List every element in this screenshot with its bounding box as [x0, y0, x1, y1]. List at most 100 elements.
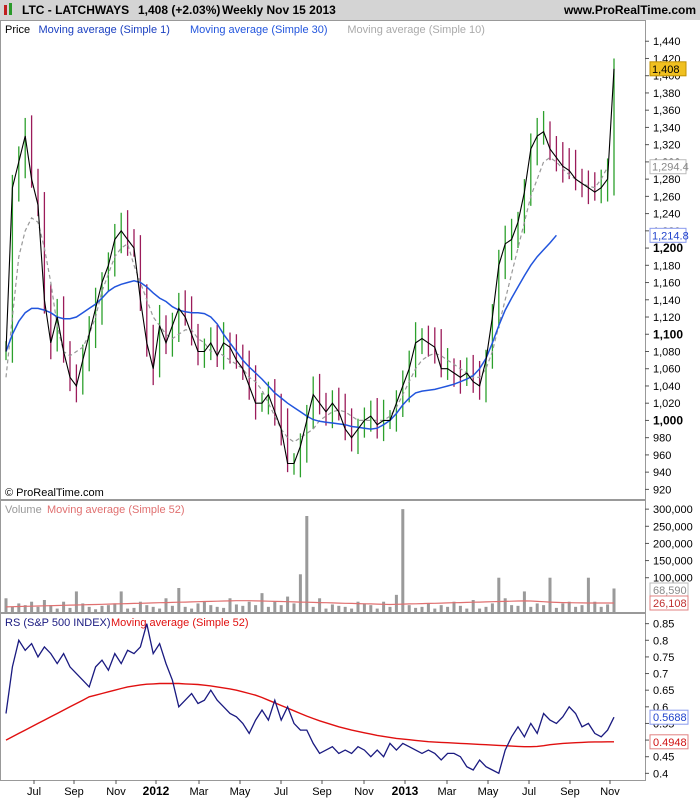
- volume-bar: [554, 607, 558, 612]
- price-tick-label: 960: [653, 450, 671, 462]
- volume-bar: [452, 601, 456, 612]
- volume-bar: [222, 607, 226, 612]
- volume-bar: [529, 606, 533, 612]
- volume-bar: [190, 608, 194, 612]
- volume-bar: [241, 605, 245, 612]
- volume-bar: [356, 601, 360, 612]
- rs-legend-item: RS (S&P 500 INDEX): [5, 617, 111, 629]
- volume-bar: [273, 601, 277, 612]
- header-symbol: LTC - LATCHWAYS: [22, 3, 129, 17]
- x-tick-label: 2013: [392, 784, 419, 798]
- volume-bar: [586, 577, 590, 612]
- volume-panel: Volume Moving average (Simple 52) 300,000…: [0, 500, 693, 613]
- volume-bar: [119, 591, 123, 612]
- rs-ma-line: [5, 682, 614, 748]
- volume-bar: [36, 606, 40, 612]
- volume-bar: [478, 608, 482, 612]
- volume-bar: [17, 603, 21, 612]
- volume-bar: [465, 608, 469, 612]
- volume-bar: [113, 603, 117, 612]
- volume-ma-badge: 26,108: [653, 598, 687, 610]
- volume-bar: [599, 606, 603, 612]
- volume-bar: [407, 605, 411, 612]
- volume-bar: [433, 608, 437, 612]
- price-tick-label: 1,360: [653, 105, 681, 117]
- volume-bar: [350, 608, 354, 612]
- x-tick-label: Jul: [274, 786, 288, 798]
- volume-bar: [132, 607, 136, 612]
- volume-tick-label: 150,000: [653, 556, 693, 568]
- volume-bar: [145, 605, 149, 612]
- volume-bar: [369, 605, 373, 612]
- volume-bar: [330, 604, 334, 612]
- volume-bar: [497, 577, 501, 612]
- ma10-line: [5, 156, 609, 443]
- volume-bar: [401, 509, 405, 612]
- volume-bar: [490, 603, 494, 612]
- header-bar: [0, 0, 700, 20]
- header-period: Weekly Nov 15 2013: [222, 3, 336, 17]
- rs-line: [5, 623, 615, 775]
- volume-ma-badge-bg: [649, 595, 689, 611]
- volume-bar: [567, 601, 571, 612]
- volume-bar: [503, 598, 507, 612]
- volume-bar: [254, 605, 258, 612]
- price-tick-label: 1,260: [653, 191, 681, 203]
- close-line: [5, 68, 615, 465]
- volume-bar: [298, 574, 302, 612]
- volume-bar: [215, 606, 219, 612]
- volume-bar: [471, 600, 475, 612]
- volume-bar: [484, 606, 488, 612]
- x-tick-label: Mar: [438, 786, 457, 798]
- volume-bar: [593, 601, 597, 612]
- price-legend-item: Moving average (Simple 1): [39, 24, 170, 36]
- volume-bar: [94, 609, 98, 612]
- volume-bar: [202, 601, 206, 612]
- price-tick-label: 1,080: [653, 346, 681, 358]
- volume-bar: [260, 593, 264, 612]
- price-panel: Price Moving average (Simple 1) Moving ave…: [0, 20, 689, 500]
- volume-bar: [612, 588, 616, 612]
- rs-tick-label: 0.65: [653, 685, 674, 697]
- ma30-line: [5, 234, 557, 430]
- price-tick-label: 1,160: [653, 278, 681, 290]
- volume-bar: [158, 608, 162, 612]
- volume-bar: [228, 598, 232, 612]
- volume-bar: [234, 604, 238, 612]
- volume-tick-label: 200,000: [653, 538, 693, 550]
- rs-last-badge-bg: [649, 709, 689, 725]
- x-tick-label: Nov: [600, 786, 620, 798]
- volume-bar: [55, 608, 59, 612]
- price-tick-label: 1,340: [653, 122, 681, 134]
- volume-bar: [305, 516, 309, 612]
- price-tick-label: 1,120: [653, 312, 681, 324]
- volume-bar: [286, 596, 290, 612]
- volume-bar: [324, 608, 328, 612]
- volume-bar: [337, 605, 341, 612]
- volume-legend-item: Volume: [5, 504, 42, 516]
- volume-bar: [74, 591, 78, 612]
- volume-bar: [100, 605, 104, 612]
- price-tick-label: 1,200: [653, 241, 683, 255]
- volume-bar: [548, 577, 552, 612]
- volume-bar: [170, 605, 174, 612]
- volume-bar: [382, 601, 386, 612]
- price-tick-label: 1,060: [653, 364, 681, 376]
- price-tick-label: 980: [653, 433, 671, 445]
- volume-bar: [574, 606, 578, 612]
- header-site-link[interactable]: www.ProRealTime.com: [563, 3, 696, 17]
- volume-bar: [164, 598, 168, 612]
- x-tick-label: Sep: [560, 786, 580, 798]
- volume-bar: [138, 601, 142, 612]
- rs-ma-badge-bg: [649, 734, 689, 750]
- x-tick-label: May: [478, 786, 499, 798]
- ma10-badge: 1,294.4: [652, 162, 689, 174]
- price-tick-label: 1,000: [653, 413, 683, 427]
- volume-bar: [311, 606, 315, 612]
- volume-bar: [292, 603, 296, 612]
- header-last-price: 1,408 (+2.03%): [138, 3, 220, 17]
- rs-legend: RS (S&P 500 INDEX) Moving average (Simple…: [5, 617, 249, 629]
- price-tick-label: 1,280: [653, 174, 681, 186]
- volume-bar: [126, 608, 130, 612]
- volume-bar: [458, 605, 462, 612]
